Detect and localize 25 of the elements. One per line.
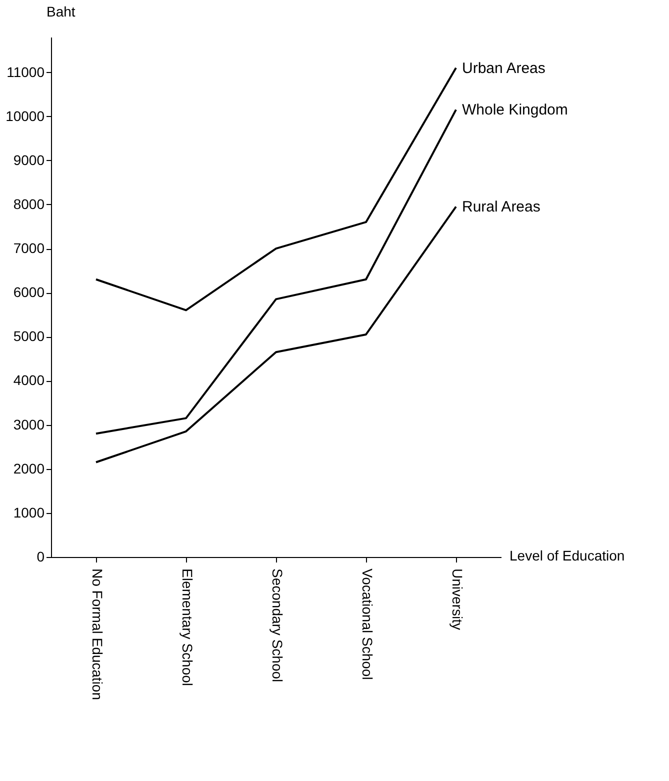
x-tick-label: Secondary School (270, 568, 286, 682)
x-tick-label: University (450, 568, 466, 630)
y-tick-label: 1000 (13, 504, 45, 520)
series-label: Whole Kingdom (462, 102, 568, 119)
y-tick-label: 0 (36, 548, 45, 564)
series-label: Urban Areas (462, 60, 546, 77)
y-tick-label: 4000 (13, 372, 45, 388)
y-tick-label: 9000 (13, 152, 45, 168)
x-axis-title: Level of Education (510, 548, 625, 564)
line-series (95, 206, 457, 464)
x-tick-label: No Formal Education (90, 568, 106, 700)
line-series (95, 108, 457, 435)
y-tick-label: 6000 (13, 284, 45, 300)
x-tick-label: Vocational School (360, 568, 376, 680)
y-tick-label: 8000 (13, 196, 45, 212)
y-tick-label: 2000 (13, 460, 45, 476)
y-tick-label: 3000 (13, 416, 45, 432)
series-label: Rural Areas (462, 198, 540, 216)
x-tick-label: Elementary School (180, 568, 196, 686)
y-axis-title: Baht (46, 4, 76, 20)
y-tick-label: 7000 (13, 240, 45, 256)
y-tick-label: 10000 (6, 108, 45, 124)
line-series (95, 66, 457, 312)
y-tick-label: 11000 (6, 64, 45, 80)
y-tick-label: 5000 (13, 328, 45, 344)
